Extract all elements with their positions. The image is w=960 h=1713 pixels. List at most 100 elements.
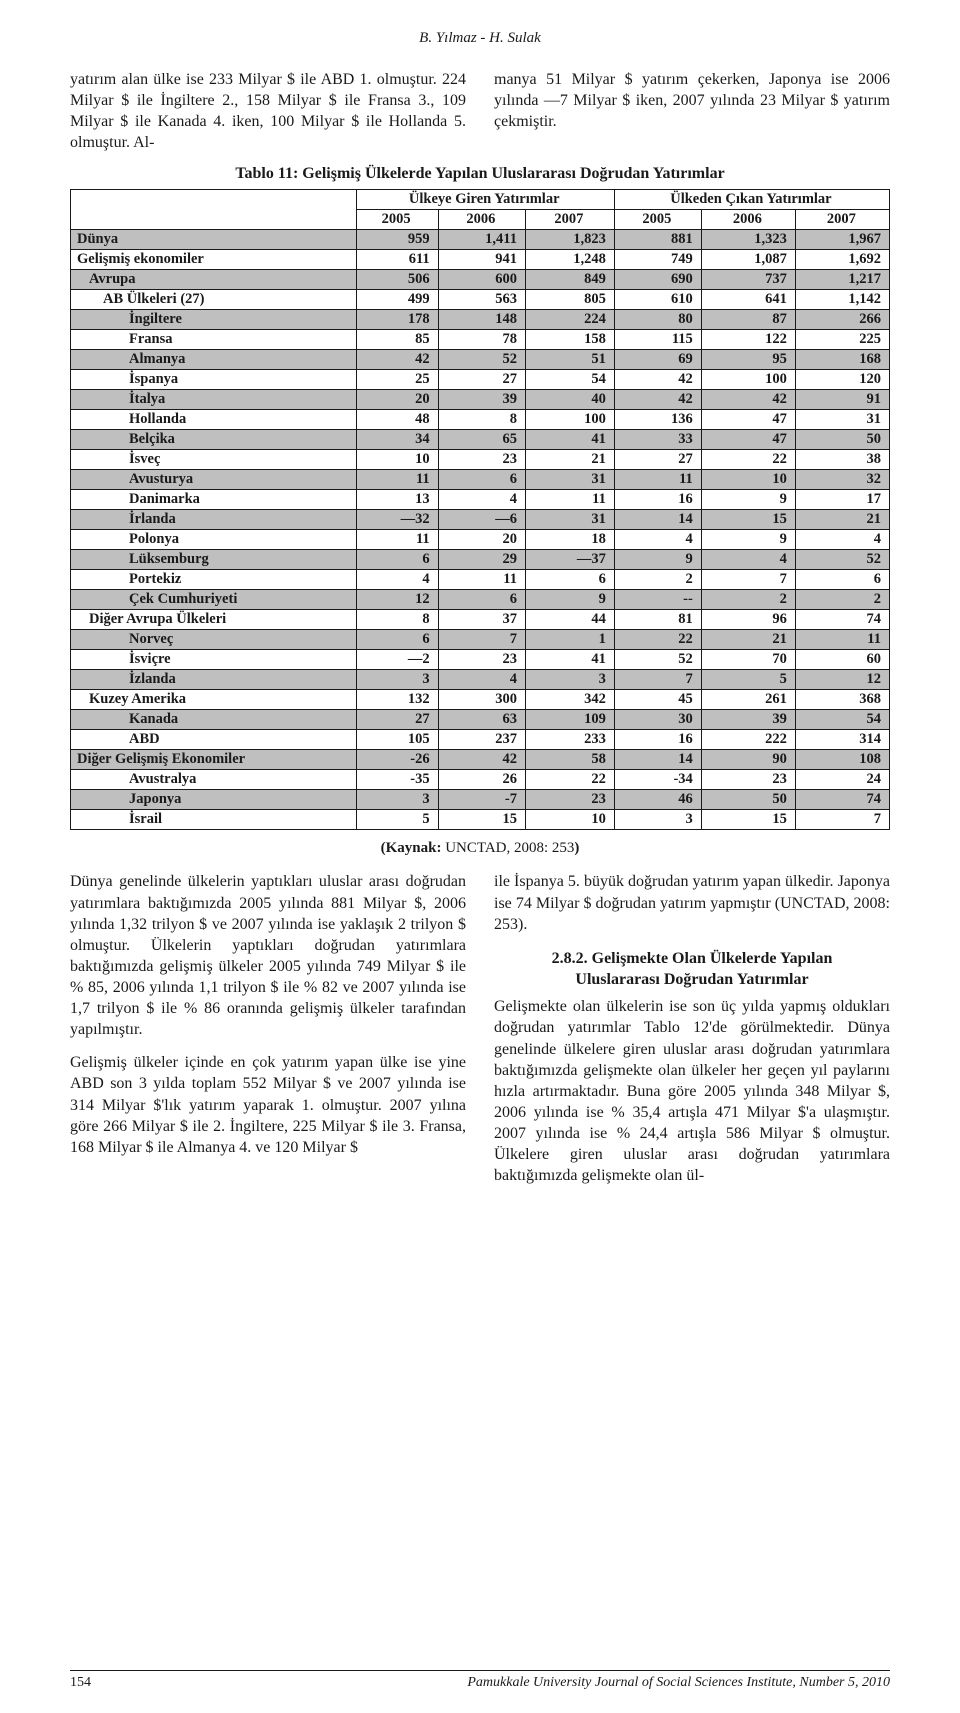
cell-value: 148 <box>438 310 525 330</box>
cell-value: 40 <box>525 390 614 410</box>
cell-value: 14 <box>614 750 701 770</box>
cell-value: 91 <box>795 390 889 410</box>
row-label: Belçika <box>71 430 357 450</box>
cell-value: 21 <box>701 630 795 650</box>
cell-value: 47 <box>701 410 795 430</box>
cell-value: 132 <box>356 690 438 710</box>
cell-value: 10 <box>525 810 614 830</box>
cell-value: 8 <box>438 410 525 430</box>
table-row: Belçika346541334750 <box>71 430 890 450</box>
cell-value: 31 <box>795 410 889 430</box>
group-header-outflows: Ülkeden Çıkan Yatırımlar <box>614 190 889 210</box>
table-row: Kuzey Amerika13230034245261368 <box>71 690 890 710</box>
cell-value: 1,692 <box>795 250 889 270</box>
cell-value: —37 <box>525 550 614 570</box>
source-label: (Kaynak: <box>381 840 442 856</box>
cell-value: 12 <box>795 670 889 690</box>
cell-value: 10 <box>356 450 438 470</box>
cell-value: 4 <box>701 550 795 570</box>
cell-value: 21 <box>525 450 614 470</box>
cell-value: 31 <box>525 470 614 490</box>
row-label: İsviçre <box>71 650 357 670</box>
year-header: 2007 <box>525 210 614 230</box>
table-row: Avustralya-352622-342324 <box>71 770 890 790</box>
cell-value: 600 <box>438 270 525 290</box>
intro-columns: yatırım alan ülke ise 233 Milyar $ ile A… <box>70 69 890 153</box>
table-row: Norveç671222111 <box>71 630 890 650</box>
cell-value: 95 <box>701 350 795 370</box>
cell-value: 22 <box>701 450 795 470</box>
cell-value: 58 <box>525 750 614 770</box>
group-header-inflows: Ülkeye Giren Yatırımlar <box>356 190 614 210</box>
cell-value: 42 <box>614 370 701 390</box>
row-label: Portekiz <box>71 570 357 590</box>
table-row: Çek Cumhuriyeti1269--22 <box>71 590 890 610</box>
cell-value: 2 <box>795 590 889 610</box>
cell-value: 158 <box>525 330 614 350</box>
cell-value: 38 <box>795 450 889 470</box>
cell-value: 122 <box>701 330 795 350</box>
cell-value: 959 <box>356 230 438 250</box>
cell-value: 5 <box>701 670 795 690</box>
row-label: Diğer Avrupa Ülkeleri <box>71 610 357 630</box>
row-label: Danimarka <box>71 490 357 510</box>
table-row: Kanada2763109303954 <box>71 710 890 730</box>
row-label: Kuzey Amerika <box>71 690 357 710</box>
cell-value: 15 <box>701 510 795 530</box>
cell-value: 1,411 <box>438 230 525 250</box>
row-label: Japonya <box>71 790 357 810</box>
running-head: B. Yılmaz - H. Sulak <box>70 30 890 47</box>
cell-value: -35 <box>356 770 438 790</box>
cell-value: 1,142 <box>795 290 889 310</box>
cell-value: 2 <box>701 590 795 610</box>
cell-value: 7 <box>614 670 701 690</box>
cell-value: 11 <box>356 530 438 550</box>
cell-value: 60 <box>795 650 889 670</box>
cell-value: 11 <box>795 630 889 650</box>
year-header: 2007 <box>795 210 889 230</box>
table-row: İrlanda—32—631141521 <box>71 510 890 530</box>
cell-value: -7 <box>438 790 525 810</box>
row-label: İspanya <box>71 370 357 390</box>
cell-value: -34 <box>614 770 701 790</box>
cell-value: 87 <box>701 310 795 330</box>
cell-value: 8 <box>356 610 438 630</box>
cell-value: 27 <box>614 450 701 470</box>
cell-value: 178 <box>356 310 438 330</box>
cell-value: 42 <box>438 750 525 770</box>
cell-value: 641 <box>701 290 795 310</box>
cell-value: 31 <box>525 510 614 530</box>
cell-value: 10 <box>701 470 795 490</box>
cell-value: 80 <box>614 310 701 330</box>
row-label: Polonya <box>71 530 357 550</box>
row-label: Avrupa <box>71 270 357 290</box>
cell-value: 25 <box>356 370 438 390</box>
cell-value: 6 <box>356 630 438 650</box>
table-row: Hollanda4881001364731 <box>71 410 890 430</box>
cell-value: 7 <box>795 810 889 830</box>
cell-value: 34 <box>356 430 438 450</box>
cell-value: 50 <box>795 430 889 450</box>
row-label: İsrail <box>71 810 357 830</box>
cell-value: 48 <box>356 410 438 430</box>
section-heading: 2.8.2. Gelişmekte Olan Ülkelerde Yapılan… <box>494 949 890 991</box>
cell-value: 5 <box>356 810 438 830</box>
row-label: İtalya <box>71 390 357 410</box>
cell-value: 44 <box>525 610 614 630</box>
cell-value: 737 <box>701 270 795 290</box>
row-label: ABD <box>71 730 357 750</box>
cell-value: 51 <box>525 350 614 370</box>
table-row: İngiltere1781482248087266 <box>71 310 890 330</box>
row-label: Norveç <box>71 630 357 650</box>
section-heading-line-1: 2.8.2. Gelişmekte Olan Ülkelerde Yapılan <box>552 950 833 967</box>
source-close: ) <box>574 840 579 856</box>
cell-value: 65 <box>438 430 525 450</box>
year-header: 2006 <box>438 210 525 230</box>
cell-value: 39 <box>438 390 525 410</box>
cell-value: 11 <box>614 470 701 490</box>
cell-value: 11 <box>356 470 438 490</box>
intro-left-para: yatırım alan ülke ise 233 Milyar $ ile A… <box>70 69 466 153</box>
cell-value: 16 <box>614 490 701 510</box>
cell-value: 27 <box>438 370 525 390</box>
cell-value: 109 <box>525 710 614 730</box>
